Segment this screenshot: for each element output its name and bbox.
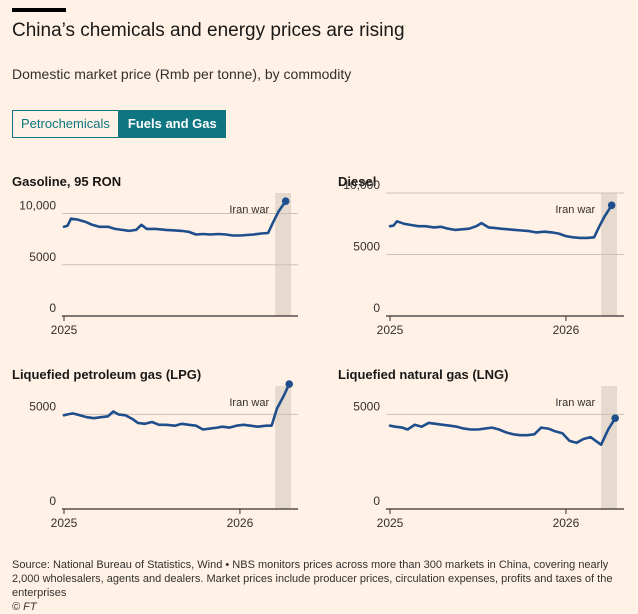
series-line-1 [388, 204, 613, 240]
charts-svg: Iran war 0 5000 10,000 2025 Iran war 0 5000 10,0… [19, 178, 624, 530]
y-tick-label-0-1: 5000 [29, 250, 56, 264]
annotation-1: Iran war [555, 204, 595, 216]
x-tick-label-3-1: 2026 [553, 516, 580, 530]
series-line-3 [388, 416, 617, 446]
y-tick-label-2-0: 0 [49, 494, 56, 508]
series-line-0 [62, 199, 287, 237]
footer: Source: National Bureau of Statistics, W… [12, 558, 632, 614]
page-title: China’s chemicals and energy prices are … [12, 20, 405, 41]
series-line-2 [62, 382, 291, 431]
y-tick-label-3-1: 5000 [353, 399, 380, 413]
brand-bar [12, 8, 66, 12]
end-point-0 [281, 197, 290, 205]
x-tick-label-3-0: 2025 [377, 516, 404, 530]
y-tick-label-3-0: 0 [373, 494, 380, 508]
tab-bar: Petrochemicals Fuels and Gas [12, 110, 226, 138]
y-tick-label-1-2: 10,000 [343, 178, 380, 192]
x-tick-label-2-0: 2025 [51, 516, 78, 530]
shaded-region-2 [275, 386, 291, 509]
annotation-3: Iran war [555, 397, 595, 409]
y-tick-label-0-0: 0 [49, 301, 56, 315]
x-tick-label-1-1: 2026 [553, 323, 580, 337]
panel-title-lpg: Liquefied petroleum gas (LPG) [12, 367, 202, 382]
end-point-1 [607, 201, 616, 210]
source-note: Source: National Bureau of Statistics, W… [12, 559, 613, 599]
y-tick-label-0-2: 10,000 [19, 199, 56, 213]
tab-fuels-and-gas[interactable]: Fuels and Gas [118, 110, 226, 138]
annotation-0: Iran war [229, 204, 269, 216]
y-tick-label-2-1: 5000 [29, 399, 56, 413]
end-point-2 [285, 380, 294, 388]
x-tick-label-1-0: 2025 [377, 323, 404, 337]
panel-title-diesel: Diesel [338, 174, 377, 189]
copyright: © FT [12, 601, 37, 613]
annotation-2: Iran war [229, 397, 269, 409]
shaded-region-0 [275, 193, 291, 316]
end-point-3 [611, 414, 620, 422]
panel-title-lng: Liquefied natural gas (LNG) [338, 367, 509, 382]
x-tick-label-0-0: 2025 [51, 323, 78, 337]
shaded-region-3 [601, 386, 617, 509]
tab-petrochemicals[interactable]: Petrochemicals [12, 110, 119, 138]
x-tick-label-2-1: 2026 [227, 516, 254, 530]
y-tick-label-1-1: 5000 [353, 240, 380, 254]
panel-title-gasoline: Gasoline, 95 RON [12, 174, 122, 189]
page-subtitle: Domestic market price (Rmb per tonne), b… [12, 66, 352, 82]
y-tick-label-1-0: 0 [373, 301, 380, 315]
